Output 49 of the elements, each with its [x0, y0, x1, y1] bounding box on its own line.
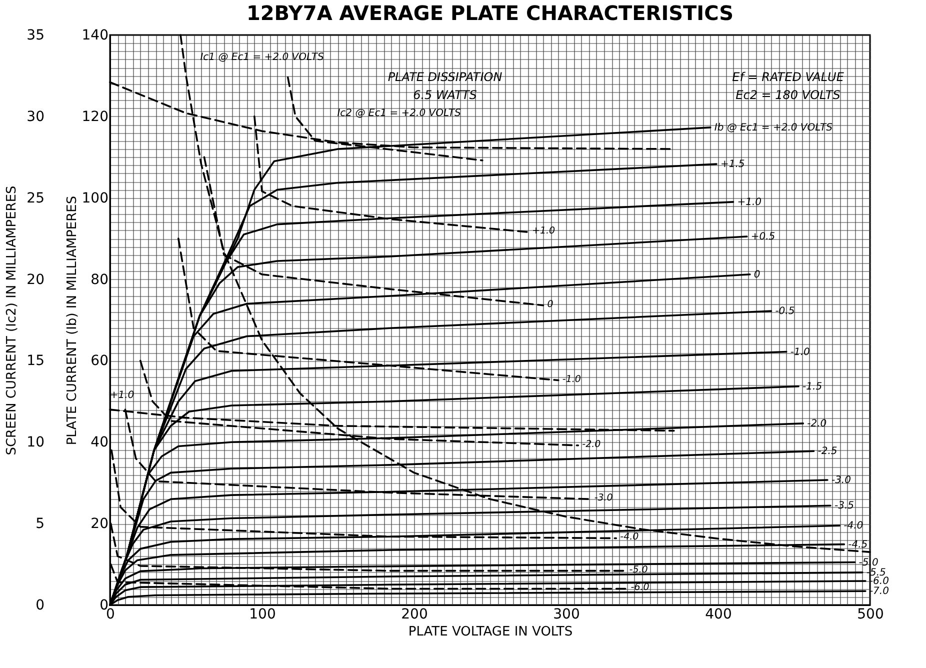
chart-title: 12BY7A AVERAGE PLATE CHARACTERISTICS: [246, 1, 734, 25]
y2-tick-label: 10: [26, 434, 44, 451]
series-label: +1.0: [737, 196, 762, 208]
x-tick-label: 500: [857, 606, 884, 622]
series-label: -3.0: [831, 475, 851, 486]
y2-tick-label: 30: [26, 108, 44, 125]
x-tick-label: 400: [705, 606, 732, 622]
y2-tick-label: 35: [26, 28, 44, 44]
y-tick-label: 40: [90, 434, 108, 451]
series-label: -3.5: [834, 500, 854, 512]
series-label: 0: [547, 298, 554, 310]
series-label: -5.0: [629, 564, 648, 576]
x-tick-label: 100: [249, 606, 276, 622]
y-tick-label: 100: [82, 190, 108, 206]
y2-tick-label: 25: [26, 190, 44, 206]
x-tick-label: 200: [401, 606, 428, 622]
y-tick-label: 120: [82, 108, 108, 125]
series-label: -1.0: [562, 374, 581, 385]
x-axis-title: PLATE VOLTAGE IN VOLTS: [408, 624, 573, 640]
y-axis-title: PLATE CURRENT (Ib) IN MILLIAMPERES: [64, 196, 80, 446]
x-tick-label: 300: [553, 606, 580, 622]
series-label: +1.5: [720, 159, 745, 170]
y2-axis-title: SCREEN CURRENT (Ic2) IN MILLIAMPERES: [4, 186, 20, 456]
series-label: Ib @ Ec1 = +2.0 VOLTS: [714, 122, 834, 134]
series-label: -2.0: [582, 438, 601, 450]
series-label: -3.0: [594, 492, 613, 504]
annotation: Ic1 @ Ec1 = +2.0 VOLTS: [200, 52, 324, 63]
series-label: -0.5: [775, 306, 795, 318]
series-label: -1.5: [802, 381, 822, 392]
series-label: -4.0: [620, 532, 639, 543]
annotation: PLATE DISSIPATION 6.5 WATTS: [388, 70, 502, 102]
series-label: -4.5: [848, 539, 868, 550]
series-label: -1.0: [790, 346, 810, 358]
annotation: Ic2 @ Ec1 = +2.0 VOLTS: [337, 108, 462, 119]
y2-tick-label: 20: [26, 272, 44, 288]
series-label: 0: [754, 269, 760, 280]
series-label: +0.5: [750, 232, 776, 243]
y-tick-label: 60: [90, 353, 108, 370]
text: -4.0: [844, 520, 864, 532]
annotation: +1.0: [110, 390, 134, 401]
y-tick-label: 80: [90, 272, 108, 288]
series-label: +1.0: [532, 226, 556, 237]
annotation: Ef = RATED VALUE Ec2 = 180 VOLTS: [732, 70, 844, 102]
series-label: -2.5: [818, 446, 838, 458]
y-tick-label: 140: [82, 28, 108, 44]
y2-tick-label: 5: [36, 516, 44, 532]
series-label: -2.0: [807, 418, 827, 430]
y-tick-label: 20: [90, 516, 108, 532]
y2-tick-label: 15: [26, 353, 44, 370]
